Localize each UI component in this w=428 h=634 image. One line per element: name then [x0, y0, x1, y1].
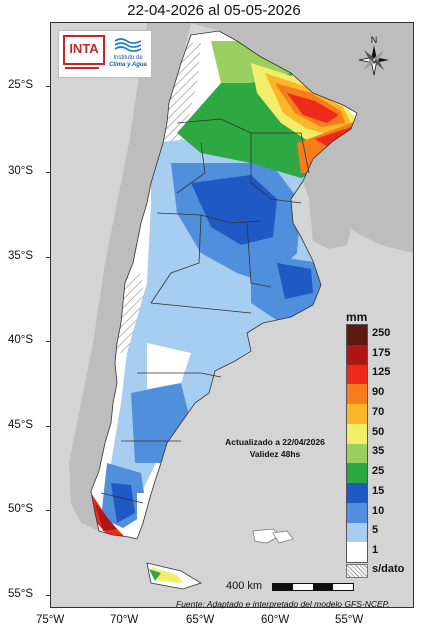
no-data-swatch [346, 564, 368, 578]
legend-label: 15 [372, 484, 385, 497]
x-label-60w: 60°W [261, 614, 290, 626]
y-label-35s: 35°S [8, 250, 34, 262]
scale-segment [333, 584, 353, 590]
inta-logo-stripes [65, 63, 99, 71]
north-label: N [371, 35, 378, 45]
legend-unit: mm [346, 310, 368, 324]
legend-swatch [347, 384, 367, 404]
legend-color-bar [346, 324, 368, 563]
map-title: 22-04-2026 al 05-05-2026 [127, 2, 301, 19]
compass-rose-icon: N [358, 35, 389, 76]
y-label-55s: 55°S [8, 588, 34, 600]
y-tick [46, 86, 51, 87]
legend-label: 10 [372, 504, 385, 517]
y-label-40s: 40°S [8, 334, 34, 346]
update-date: Actualizado a 22/04/2026 [225, 437, 325, 447]
y-label-50s: 50°S [8, 503, 34, 515]
y-tick [46, 426, 51, 427]
validity-label: Validez 48hs [249, 449, 301, 459]
y-label-45s: 45°S [8, 419, 34, 431]
x-label-55w: 55°W [335, 614, 364, 626]
legend-label: 250 [372, 326, 391, 339]
y-tick [46, 172, 51, 173]
legend-label: 50 [372, 425, 385, 438]
source-credit: Fuente: Adaptado e interpretado del mode… [176, 599, 390, 609]
precipitation-map [50, 22, 414, 608]
legend-swatch [347, 344, 367, 365]
legend-swatch [347, 443, 367, 464]
legend-label: 35 [372, 445, 385, 458]
legend-label: 175 [372, 346, 391, 359]
y-tick [46, 341, 51, 342]
legend-label: 90 [372, 386, 385, 399]
legend-swatch [347, 463, 367, 483]
legend-label: 125 [372, 366, 391, 379]
clima-agua-logo-text: Instituto de Clima y Agua [105, 55, 151, 69]
legend-swatch [347, 364, 367, 385]
legend-swatch [347, 325, 367, 345]
scale-segment [273, 584, 293, 590]
legend-swatch [347, 483, 367, 503]
legend-swatch [347, 423, 367, 444]
legend-label: 25 [372, 465, 385, 478]
legend-label: 70 [372, 405, 385, 418]
y-tick [46, 257, 51, 258]
scale-segment [313, 584, 333, 590]
scale-segment [293, 584, 313, 590]
x-label-65w: 65°W [186, 614, 215, 626]
y-tick [46, 510, 51, 511]
update-annotation: Actualizado a 22/04/2026 Validez 48hs [200, 436, 350, 460]
scale-bar [272, 583, 354, 591]
scale-label: 400 km [226, 580, 263, 592]
no-data-label: s/dato [372, 563, 405, 575]
clima-agua-line1: Instituto de [113, 55, 143, 61]
legend-label: 1 [372, 544, 379, 557]
clima-agua-line2: Clima y Agua [109, 62, 147, 68]
logo-panel: INTA Instituto de Clima y Agua [58, 30, 152, 78]
x-label-75w: 75°W [36, 614, 65, 626]
y-label-25s: 25°S [8, 79, 34, 91]
y-tick [46, 595, 51, 596]
legend-label: 5 [372, 524, 379, 537]
legend-swatch [347, 404, 367, 424]
y-label-30s: 30°S [8, 165, 34, 177]
inta-logo: INTA [63, 35, 105, 65]
x-label-70w: 70°W [110, 614, 139, 626]
legend-swatch [347, 502, 367, 523]
clima-agua-logo-icon [114, 38, 142, 52]
legend-swatch [347, 522, 367, 543]
legend-swatch [347, 542, 367, 562]
map-canvas [51, 23, 413, 607]
